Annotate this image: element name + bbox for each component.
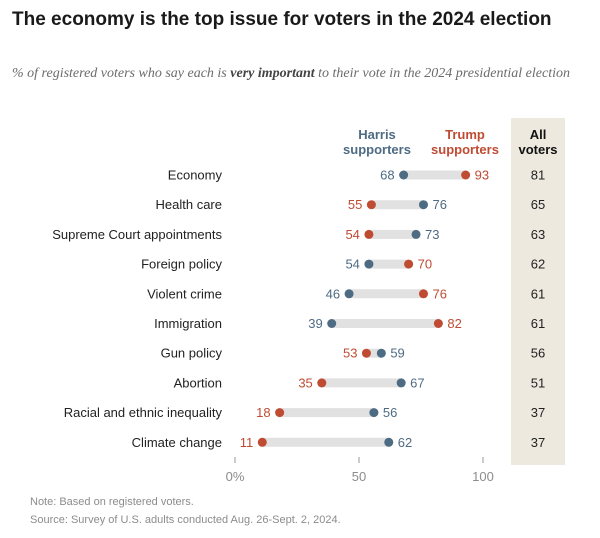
chart-note: Note: Based on registered voters. bbox=[30, 496, 194, 508]
all-voters-value: 51 bbox=[531, 375, 545, 390]
harris-value-label: 54 bbox=[345, 257, 359, 272]
chart-subtitle: % of registered voters who say each is v… bbox=[12, 64, 582, 84]
all-voters-value: 81 bbox=[531, 168, 545, 183]
trump-value-label: 54 bbox=[345, 227, 359, 242]
harris-dot bbox=[327, 319, 337, 328]
trump-dot bbox=[366, 200, 376, 210]
all-voters-header-line-0: All bbox=[530, 127, 547, 142]
dot-plot: HarrissupportersTrumpsupportersAllvoters… bbox=[52, 118, 565, 484]
x-tick-label: 50 bbox=[352, 469, 366, 484]
category-label: Violent crime bbox=[147, 286, 222, 301]
all-voters-value: 63 bbox=[531, 227, 545, 242]
harris-value-label: 62 bbox=[398, 435, 412, 450]
trump-dot bbox=[275, 408, 285, 418]
all-voters-value: 61 bbox=[531, 286, 545, 301]
trump-value-label: 18 bbox=[256, 405, 270, 420]
trump-dot bbox=[433, 319, 443, 328]
subtitle-after: to their vote in the 2024 presidential e… bbox=[314, 66, 570, 81]
trump-value-label: 11 bbox=[240, 435, 254, 450]
subtitle-before: % of registered voters who say each is bbox=[12, 66, 231, 81]
category-label: Racial and ethnic inequality bbox=[64, 405, 223, 420]
legend-harris-line-0: Harris bbox=[358, 127, 396, 142]
category-label: Economy bbox=[168, 168, 223, 183]
all-voters-value: 65 bbox=[531, 197, 545, 212]
harris-dot bbox=[364, 259, 374, 269]
category-label: Immigration bbox=[154, 316, 222, 331]
harris-value-label: 68 bbox=[380, 168, 394, 183]
harris-value-label: 76 bbox=[432, 197, 446, 212]
harris-dot bbox=[376, 348, 386, 358]
harris-dot bbox=[411, 229, 421, 239]
trump-value-label: 35 bbox=[298, 375, 312, 390]
trump-value-label: 93 bbox=[475, 168, 489, 183]
all-voters-column-bg bbox=[511, 118, 565, 465]
subtitle-emphasis: very important bbox=[230, 66, 315, 81]
trump-value-label: 76 bbox=[432, 286, 446, 301]
harris-value-label: 56 bbox=[383, 405, 397, 420]
harris-dot bbox=[396, 378, 406, 388]
trump-dot bbox=[257, 437, 267, 447]
chart-source: Source: Survey of U.S. adults conducted … bbox=[30, 514, 341, 526]
harris-value-label: 46 bbox=[326, 286, 340, 301]
x-tick-label: 100 bbox=[472, 469, 494, 484]
all-voters-value: 62 bbox=[531, 257, 545, 272]
trump-dot bbox=[317, 378, 327, 388]
chart-title: The economy is the top issue for voters … bbox=[12, 9, 552, 30]
all-voters-value: 56 bbox=[531, 346, 545, 361]
all-voters-header-line-1: voters bbox=[518, 142, 557, 157]
category-label: Abortion bbox=[174, 375, 222, 390]
legend-trump-line-0: Trump bbox=[445, 127, 485, 142]
trump-value-label: 55 bbox=[348, 197, 362, 212]
harris-value-label: 39 bbox=[308, 316, 322, 331]
trump-dot bbox=[461, 170, 471, 180]
trump-dot bbox=[404, 259, 414, 269]
category-label: Gun policy bbox=[161, 346, 223, 361]
x-tick-label: 0% bbox=[226, 469, 245, 484]
trump-dot bbox=[364, 229, 374, 239]
category-label: Climate change bbox=[132, 435, 222, 450]
all-voters-value: 61 bbox=[531, 316, 545, 331]
legend-harris-line-1: supporters bbox=[343, 142, 411, 157]
harris-value-label: 67 bbox=[410, 375, 424, 390]
harris-dot bbox=[418, 200, 428, 210]
trump-value-label: 82 bbox=[447, 316, 461, 331]
all-voters-value: 37 bbox=[531, 405, 545, 420]
harris-dot bbox=[344, 289, 354, 299]
harris-dot bbox=[399, 170, 409, 180]
harris-dot bbox=[384, 437, 394, 447]
trump-value-label: 53 bbox=[343, 346, 357, 361]
legend-trump-line-1: supporters bbox=[431, 142, 499, 157]
trump-dot bbox=[361, 348, 371, 358]
harris-dot bbox=[369, 408, 379, 418]
harris-value-label: 73 bbox=[425, 227, 439, 242]
category-label: Foreign policy bbox=[141, 257, 222, 272]
all-voters-value: 37 bbox=[531, 435, 545, 450]
harris-value-label: 59 bbox=[390, 346, 404, 361]
category-label: Supreme Court appointments bbox=[52, 227, 222, 242]
category-label: Health care bbox=[156, 197, 222, 212]
trump-value-label: 70 bbox=[418, 257, 432, 272]
trump-dot bbox=[418, 289, 428, 299]
